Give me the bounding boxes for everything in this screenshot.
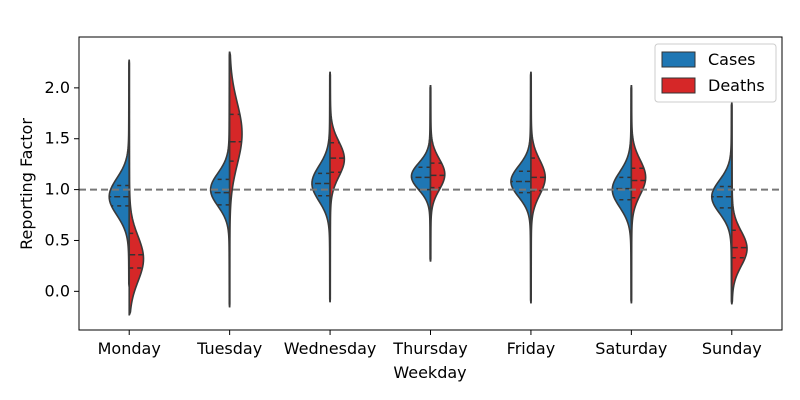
violin-layer bbox=[108, 51, 748, 316]
legend-label-deaths: Deaths bbox=[708, 76, 765, 95]
y-tick-label: 1.5 bbox=[45, 129, 70, 148]
legend-swatch-cases bbox=[661, 51, 696, 68]
x-axis: Monday Tuesday Wednesday Thursday Friday Satu… bbox=[98, 330, 762, 358]
y-axis: 0.0 0.5 1.0 1.5 2.0 bbox=[45, 78, 79, 300]
x-tick-label-monday: Monday bbox=[98, 339, 161, 358]
violin-deaths-tuesday bbox=[228, 51, 243, 308]
violin-deaths-friday bbox=[530, 71, 547, 304]
legend-label-cases: Cases bbox=[708, 50, 756, 69]
legend-swatch-deaths bbox=[661, 77, 696, 94]
y-tick-label: 0.5 bbox=[45, 230, 70, 249]
y-tick-label: 1.0 bbox=[45, 180, 70, 199]
violin-deaths-monday bbox=[128, 59, 145, 316]
y-axis-label: Reporting Factor bbox=[17, 118, 36, 250]
x-axis-label: Weekday bbox=[393, 363, 466, 382]
x-tick-label-friday: Friday bbox=[507, 339, 556, 358]
x-tick-label-sunday: Sunday bbox=[702, 339, 762, 358]
legend: Cases Deaths bbox=[654, 43, 777, 103]
violin-deaths-wednesday bbox=[329, 71, 346, 303]
violin-deaths-saturday bbox=[630, 85, 647, 304]
x-tick-label-tuesday: Tuesday bbox=[196, 339, 262, 358]
y-tick-label: 0.0 bbox=[45, 281, 70, 300]
x-tick-label-saturday: Saturday bbox=[595, 339, 667, 358]
y-tick-label: 2.0 bbox=[45, 78, 70, 97]
x-tick-label-thursday: Thursday bbox=[392, 339, 467, 358]
violin-deaths-sunday bbox=[730, 102, 748, 305]
violin-deaths-thursday bbox=[429, 85, 446, 262]
x-tick-label-wednesday: Wednesday bbox=[284, 339, 377, 358]
